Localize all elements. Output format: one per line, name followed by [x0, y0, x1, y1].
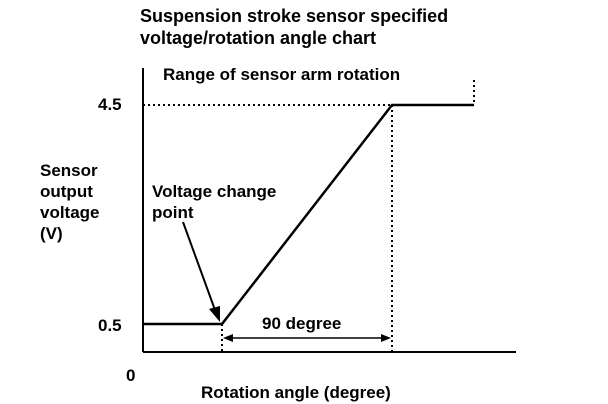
y-axis-label-line-3: voltage [40, 203, 100, 222]
span-arrow-left-head [223, 334, 233, 342]
y-axis-label-line-2: output [40, 182, 93, 201]
x-axis-label: Rotation angle (degree) [201, 383, 391, 402]
origin-label: 0 [126, 366, 135, 385]
change-point-label-line-2: point [152, 203, 194, 222]
change-point-arrow-head [209, 306, 220, 322]
chart-title-line-2: voltage/rotation angle chart [140, 28, 376, 48]
change-point-arrow-shaft [182, 221, 216, 311]
y-axis-label-line-4: (V) [40, 224, 63, 243]
span-arrow-right-head [381, 334, 391, 342]
chart-title-line-1: Suspension stroke sensor specified [140, 6, 448, 26]
y-tick-label-4-5: 4.5 [98, 95, 122, 114]
voltage-series-line [143, 103, 474, 326]
span-label: 90 degree [262, 314, 341, 333]
change-point-label-line-1: Voltage change [152, 182, 276, 201]
y-tick-label-0-5: 0.5 [98, 316, 122, 335]
range-label: Range of sensor arm rotation [163, 65, 400, 84]
y-axis-label-line-1: Sensor [40, 161, 98, 180]
